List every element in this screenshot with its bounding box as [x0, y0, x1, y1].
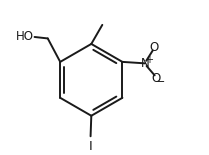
Text: O: O: [149, 42, 159, 54]
Text: I: I: [89, 140, 92, 153]
Text: −: −: [156, 77, 165, 87]
Text: +: +: [145, 55, 153, 65]
Text: O: O: [152, 72, 161, 85]
Text: N: N: [141, 57, 149, 70]
Text: HO: HO: [16, 30, 34, 43]
